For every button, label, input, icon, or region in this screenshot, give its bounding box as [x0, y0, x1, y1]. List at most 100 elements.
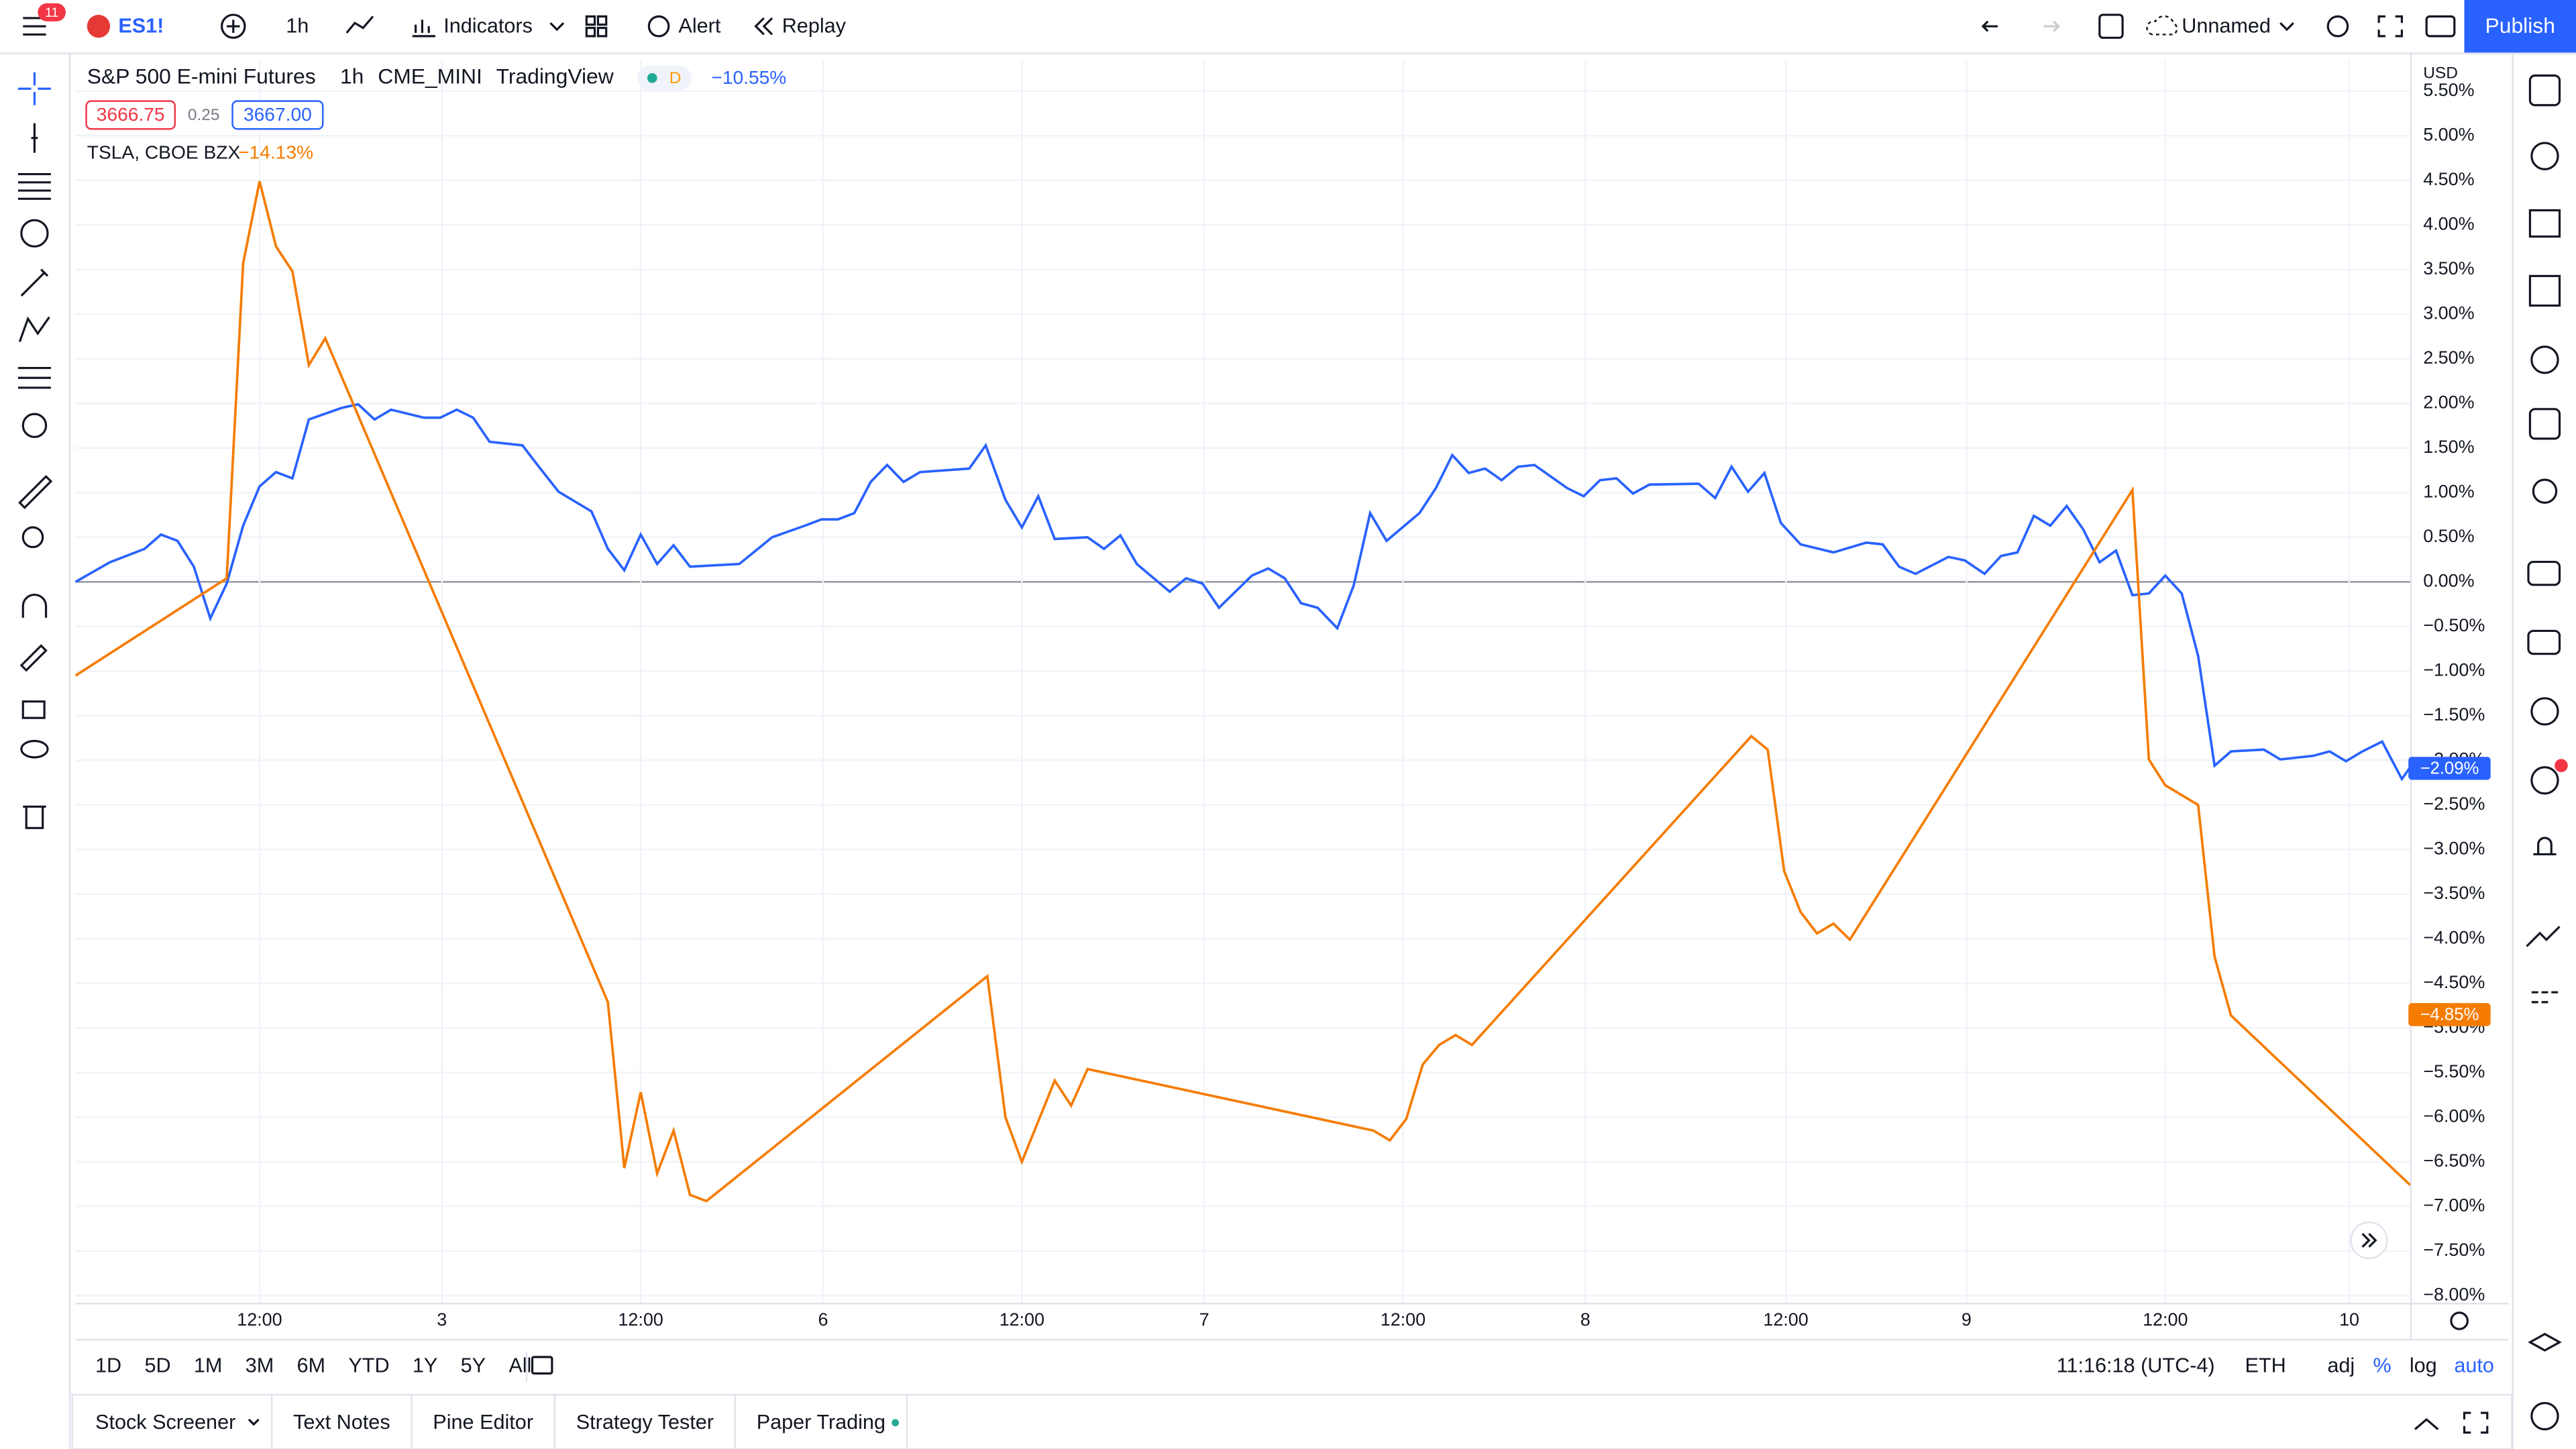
y-tick-label: 2.50%: [2423, 347, 2474, 368]
chart-type[interactable]: [345, 15, 374, 34]
data-window[interactable]: [2528, 274, 2561, 307]
watchlist[interactable]: [2528, 74, 2561, 107]
indicators-icon: [412, 19, 435, 38]
percent-toggle[interactable]: %: [2373, 1354, 2391, 1377]
y-tick-label: 4.50%: [2423, 169, 2474, 189]
fullscreen-select[interactable]: [2098, 13, 2124, 39]
last-value-badge: [2408, 757, 2491, 780]
y-tick-label: 5.00%: [2423, 124, 2474, 144]
panel-tab[interactable]: Text Notes: [293, 1411, 390, 1434]
session[interactable]: ETH: [2245, 1354, 2286, 1377]
ideas[interactable]: [2532, 478, 2558, 504]
currency[interactable]: USD: [2423, 64, 2458, 83]
brush-tool[interactable]: [20, 268, 49, 297]
panel-tab[interactable]: Strategy Tester: [576, 1411, 714, 1434]
emoji-tool[interactable]: [21, 413, 48, 439]
go-to-date[interactable]: [531, 1356, 553, 1375]
calendar[interactable]: [2528, 408, 2561, 440]
streams[interactable]: [2530, 697, 2559, 726]
alert-button[interactable]: Alert: [678, 15, 720, 38]
x-tick-label: 12:00: [1763, 1309, 1808, 1330]
series-change: −10.55%: [711, 67, 786, 88]
stay-drawing[interactable]: [19, 644, 48, 672]
layout-dropdown[interactable]: [2279, 22, 2294, 32]
settings[interactable]: [2326, 15, 2349, 38]
prediction-tool[interactable]: [18, 316, 50, 342]
panel-tab[interactable]: Pine Editor: [433, 1411, 533, 1434]
compare-change: −14.13%: [238, 142, 313, 162]
auto-toggle[interactable]: auto: [2454, 1354, 2494, 1377]
fullscreen[interactable]: [2377, 15, 2404, 38]
pattern-tool[interactable]: [20, 219, 49, 248]
ruler[interactable]: [18, 474, 53, 509]
y-tick-label: −7.50%: [2423, 1240, 2485, 1260]
indicators-button[interactable]: Indicators: [443, 15, 533, 38]
ask-price[interactable]: 3667.00: [244, 104, 312, 125]
range-button[interactable]: 5D: [144, 1354, 170, 1377]
y-tick-label: −4.00%: [2423, 927, 2485, 947]
range-button[interactable]: 1Y: [413, 1354, 437, 1377]
x-tick-label: 12:00: [2143, 1309, 2188, 1330]
y-tick-label: −6.00%: [2423, 1106, 2485, 1126]
y-tick-label: −8.00%: [2423, 1285, 2485, 1305]
news[interactable]: [2528, 209, 2561, 238]
delete[interactable]: [23, 805, 46, 829]
legend-exchange: CME_MINI: [378, 64, 482, 89]
publish-button[interactable]: [2464, 0, 2576, 53]
interval-button[interactable]: 1h: [286, 15, 309, 38]
y-tick-label: −1.00%: [2423, 659, 2485, 680]
symbol[interactable]: ES1!: [118, 15, 164, 38]
snapshot[interactable]: [2425, 15, 2456, 38]
adj-toggle[interactable]: adj: [2327, 1354, 2355, 1377]
axis-settings[interactable]: [2450, 1311, 2469, 1330]
range-bar: 11:16:18 (UTC-4) ETH adj % log auto 1D 5D…: [71, 1338, 2513, 1449]
panel-tab[interactable]: Paper Trading: [757, 1411, 885, 1434]
chats[interactable]: [2527, 560, 2561, 586]
redo[interactable]: [2043, 20, 2060, 32]
range-button[interactable]: All: [508, 1354, 531, 1377]
fib-tool[interactable]: [17, 173, 51, 200]
layout-name[interactable]: Unnamed: [2182, 15, 2271, 38]
range-button[interactable]: 5Y: [461, 1354, 486, 1377]
object-tree[interactable]: [2528, 1332, 2562, 1352]
add-symbol[interactable]: [221, 13, 246, 39]
magnet[interactable]: [21, 593, 48, 618]
help[interactable]: [2530, 1401, 2559, 1431]
zoom-in[interactable]: [21, 526, 44, 549]
range-button[interactable]: 1M: [194, 1354, 223, 1377]
maximize-panel[interactable]: [2463, 1411, 2489, 1434]
hotlists[interactable]: [2530, 345, 2559, 374]
replay-icon: [754, 17, 773, 36]
panel-tab[interactable]: Stock Screener: [95, 1411, 235, 1434]
replay-button[interactable]: Replay: [782, 15, 847, 38]
dropdown[interactable]: [549, 22, 565, 32]
lock[interactable]: [21, 700, 46, 719]
notifications[interactable]: [2533, 837, 2557, 856]
spread: 0.25: [188, 106, 220, 124]
crosshair[interactable]: [17, 72, 51, 105]
y-tick-label: −4.50%: [2423, 972, 2485, 992]
messages[interactable]: [2527, 629, 2561, 655]
broadcast[interactable]: [2530, 766, 2559, 795]
range-button[interactable]: 3M: [246, 1354, 274, 1377]
alerts[interactable]: [2530, 142, 2559, 170]
bid-price[interactable]: 3666.75: [97, 104, 165, 125]
right-sidebar: [2512, 54, 2568, 1449]
x-tick-label: 8: [1580, 1309, 1591, 1330]
range-button[interactable]: 1D: [95, 1354, 121, 1377]
undo[interactable]: [1981, 20, 1998, 32]
y-tick-label: −1.50%: [2423, 704, 2485, 724]
templates[interactable]: [585, 15, 608, 38]
measure-group[interactable]: [17, 366, 51, 389]
trading-panel[interactable]: [2526, 926, 2561, 947]
hide[interactable]: [20, 739, 49, 759]
dom[interactable]: [2531, 991, 2559, 1004]
line-tool[interactable]: [31, 123, 38, 153]
log-toggle[interactable]: log: [2410, 1354, 2437, 1377]
y-tick-label: 3.50%: [2423, 258, 2474, 278]
series-name: S&P 500 E-mini Futures: [87, 64, 316, 89]
range-button[interactable]: 6M: [297, 1354, 326, 1377]
tab-dropdown[interactable]: [248, 1418, 260, 1426]
range-button[interactable]: YTD: [348, 1354, 389, 1377]
collapse-panel[interactable]: [2414, 1417, 2439, 1430]
